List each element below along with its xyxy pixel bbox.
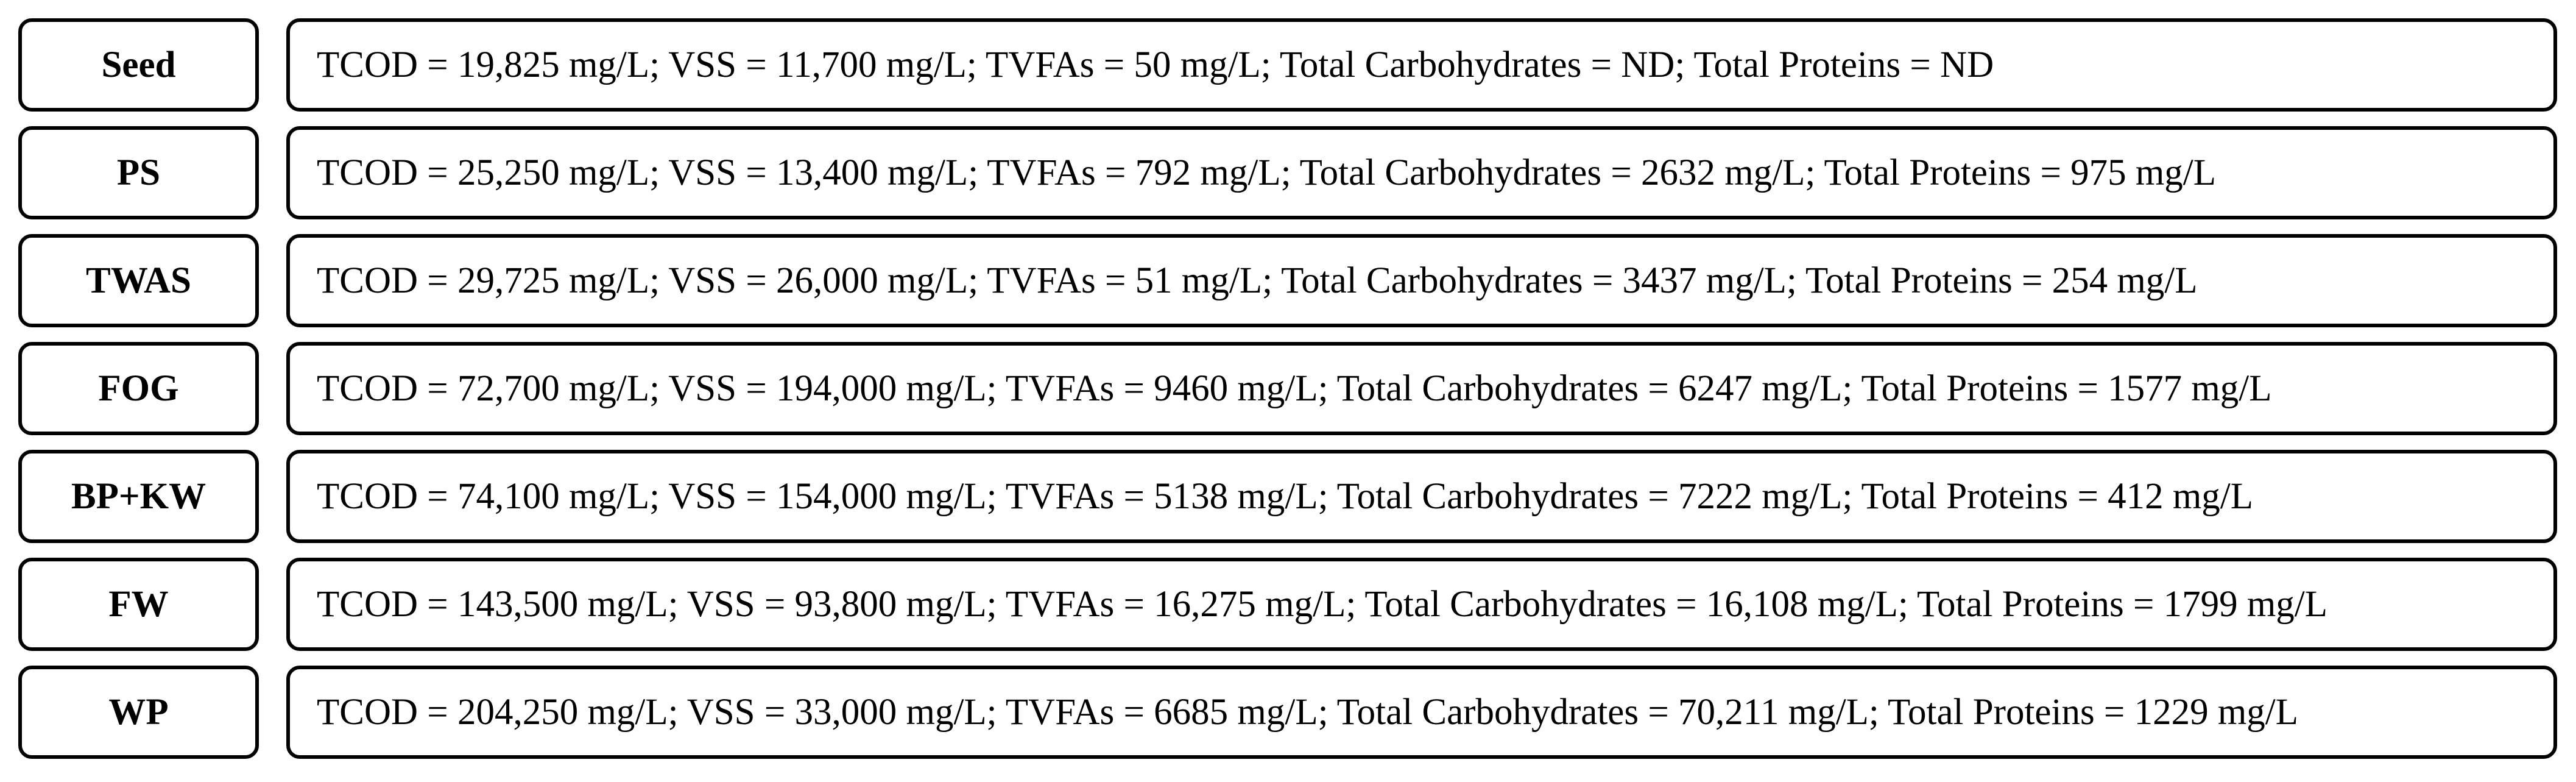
row-label: PS xyxy=(116,152,161,193)
row-twas: TWAS TCOD = 29,725 mg/L; VSS = 26,000 mg… xyxy=(0,234,2576,331)
row-label: FW xyxy=(108,584,169,625)
row-values: TCOD = 204,250 mg/L; VSS = 33,000 mg/L; … xyxy=(317,692,2298,733)
row-values: TCOD = 25,250 mg/L; VSS = 13,400 mg/L; T… xyxy=(317,152,2216,193)
row-values: TCOD = 74,100 mg/L; VSS = 154,000 mg/L; … xyxy=(317,476,2253,517)
value-box: TCOD = 72,700 mg/L; VSS = 194,000 mg/L; … xyxy=(286,342,2557,435)
label-box: BP+KW xyxy=(18,450,259,543)
row-label: TWAS xyxy=(86,260,191,301)
row-wp: WP TCOD = 204,250 mg/L; VSS = 33,000 mg/… xyxy=(0,666,2576,762)
row-label: BP+KW xyxy=(71,476,206,517)
label-box: Seed xyxy=(18,18,259,112)
value-box: TCOD = 143,500 mg/L; VSS = 93,800 mg/L; … xyxy=(286,558,2557,651)
value-box: TCOD = 204,250 mg/L; VSS = 33,000 mg/L; … xyxy=(286,666,2557,759)
label-box: PS xyxy=(18,126,259,219)
row-label: FOG xyxy=(98,368,179,409)
row-ps: PS TCOD = 25,250 mg/L; VSS = 13,400 mg/L… xyxy=(0,126,2576,223)
row-seed: Seed TCOD = 19,825 mg/L; VSS = 11,700 mg… xyxy=(0,18,2576,115)
row-values: TCOD = 29,725 mg/L; VSS = 26,000 mg/L; T… xyxy=(317,260,2198,301)
value-box: TCOD = 19,825 mg/L; VSS = 11,700 mg/L; T… xyxy=(286,18,2557,112)
label-box: FW xyxy=(18,558,259,651)
row-values: TCOD = 143,500 mg/L; VSS = 93,800 mg/L; … xyxy=(317,584,2327,625)
row-fw: FW TCOD = 143,500 mg/L; VSS = 93,800 mg/… xyxy=(0,558,2576,655)
row-bp-kw: BP+KW TCOD = 74,100 mg/L; VSS = 154,000 … xyxy=(0,450,2576,547)
label-box: WP xyxy=(18,666,259,759)
row-fog: FOG TCOD = 72,700 mg/L; VSS = 194,000 mg… xyxy=(0,342,2576,439)
label-box: TWAS xyxy=(18,234,259,327)
value-box: TCOD = 74,100 mg/L; VSS = 154,000 mg/L; … xyxy=(286,450,2557,543)
row-label: WP xyxy=(108,692,169,733)
row-values: TCOD = 72,700 mg/L; VSS = 194,000 mg/L; … xyxy=(317,368,2272,409)
row-label: Seed xyxy=(101,44,176,85)
value-box: TCOD = 29,725 mg/L; VSS = 26,000 mg/L; T… xyxy=(286,234,2557,327)
row-values: TCOD = 19,825 mg/L; VSS = 11,700 mg/L; T… xyxy=(317,44,1994,85)
value-box: TCOD = 25,250 mg/L; VSS = 13,400 mg/L; T… xyxy=(286,126,2557,219)
label-box: FOG xyxy=(18,342,259,435)
